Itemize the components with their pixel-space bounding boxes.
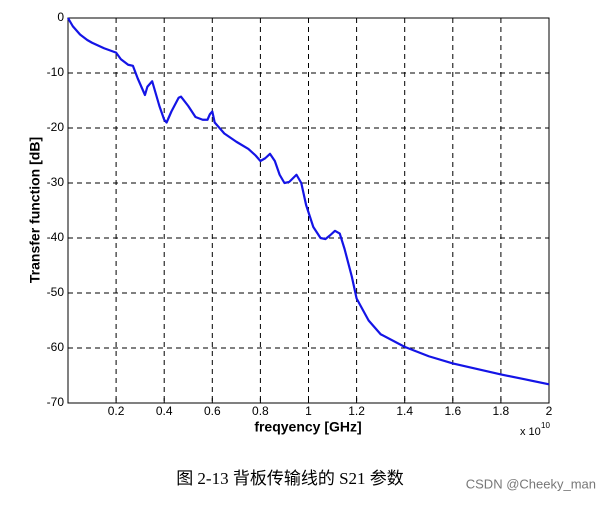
y-tick-label: -70 [47, 395, 65, 409]
x-tick-label: 0.8 [252, 404, 269, 418]
watermark: CSDN @Cheeky_man [466, 476, 596, 491]
x-multiplier: x 10 [520, 426, 541, 438]
y-tick-label: -10 [47, 65, 65, 79]
x-tick-label: 1.4 [396, 404, 413, 418]
x-tick-label: 0.2 [108, 404, 125, 418]
y-tick-label: -50 [47, 285, 65, 299]
x-tick-label: 0.4 [156, 404, 173, 418]
x-axis-label: freqyency [GHz] [254, 419, 361, 435]
y-tick-label: -40 [47, 230, 65, 244]
x-tick-label: 2 [546, 404, 553, 418]
caption: 图 2-13 背板传输线的 S21 参数 [176, 469, 404, 488]
x-multiplier-exponent: 10 [541, 421, 550, 430]
x-tick-label: 0.6 [204, 404, 221, 418]
data-line [67, 17, 550, 386]
x-tick-label: 1.8 [493, 404, 510, 418]
y-axis-label: Transfer function [dB] [27, 137, 43, 283]
x-tick-label: 1.6 [444, 404, 461, 418]
x-tick-label: 1.2 [348, 404, 365, 418]
y-tick-label: 0 [57, 10, 64, 24]
x-tick-label: 1 [305, 404, 312, 418]
y-tick-label: -20 [47, 120, 65, 134]
y-tick-label: -30 [47, 175, 65, 189]
y-tick-label: -60 [47, 340, 65, 354]
